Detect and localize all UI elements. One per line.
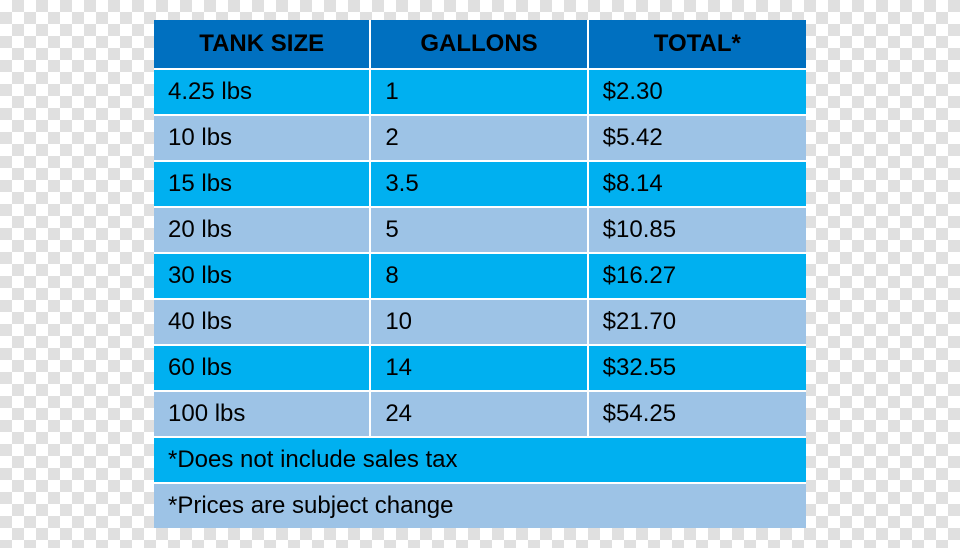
cell-total: $8.14 — [589, 162, 806, 206]
cell-total: $2.30 — [589, 70, 806, 114]
table-row: 4.25 lbs 1 $2.30 — [154, 70, 806, 116]
cell-tank-size: 100 lbs — [154, 392, 371, 436]
cell-gallons: 14 — [371, 346, 588, 390]
cell-tank-size: 4.25 lbs — [154, 70, 371, 114]
pricing-table: TANK SIZE GALLONS TOTAL* 4.25 lbs 1 $2.3… — [154, 20, 806, 528]
cell-total: $5.42 — [589, 116, 806, 160]
table-row: 20 lbs 5 $10.85 — [154, 208, 806, 254]
table-row: 30 lbs 8 $16.27 — [154, 254, 806, 300]
table-footnote: *Prices are subject change — [154, 484, 806, 528]
header-total: TOTAL* — [589, 20, 806, 68]
table-header-row: TANK SIZE GALLONS TOTAL* — [154, 20, 806, 70]
table-row: 60 lbs 14 $32.55 — [154, 346, 806, 392]
footnote-text: *Prices are subject change — [154, 484, 806, 528]
cell-tank-size: 40 lbs — [154, 300, 371, 344]
table-row: 40 lbs 10 $21.70 — [154, 300, 806, 346]
cell-total: $54.25 — [589, 392, 806, 436]
table-row: 10 lbs 2 $5.42 — [154, 116, 806, 162]
cell-gallons: 10 — [371, 300, 588, 344]
table-row: 100 lbs 24 $54.25 — [154, 392, 806, 438]
table-footnote: *Does not include sales tax — [154, 438, 806, 484]
cell-tank-size: 60 lbs — [154, 346, 371, 390]
cell-total: $10.85 — [589, 208, 806, 252]
cell-tank-size: 15 lbs — [154, 162, 371, 206]
cell-total: $21.70 — [589, 300, 806, 344]
cell-gallons: 2 — [371, 116, 588, 160]
cell-total: $32.55 — [589, 346, 806, 390]
cell-tank-size: 30 lbs — [154, 254, 371, 298]
cell-gallons: 5 — [371, 208, 588, 252]
footnote-text: *Does not include sales tax — [154, 438, 806, 482]
cell-gallons: 1 — [371, 70, 588, 114]
table-row: 15 lbs 3.5 $8.14 — [154, 162, 806, 208]
header-tank-size: TANK SIZE — [154, 20, 371, 68]
cell-gallons: 24 — [371, 392, 588, 436]
cell-gallons: 3.5 — [371, 162, 588, 206]
cell-tank-size: 20 lbs — [154, 208, 371, 252]
cell-total: $16.27 — [589, 254, 806, 298]
header-gallons: GALLONS — [371, 20, 588, 68]
cell-gallons: 8 — [371, 254, 588, 298]
cell-tank-size: 10 lbs — [154, 116, 371, 160]
